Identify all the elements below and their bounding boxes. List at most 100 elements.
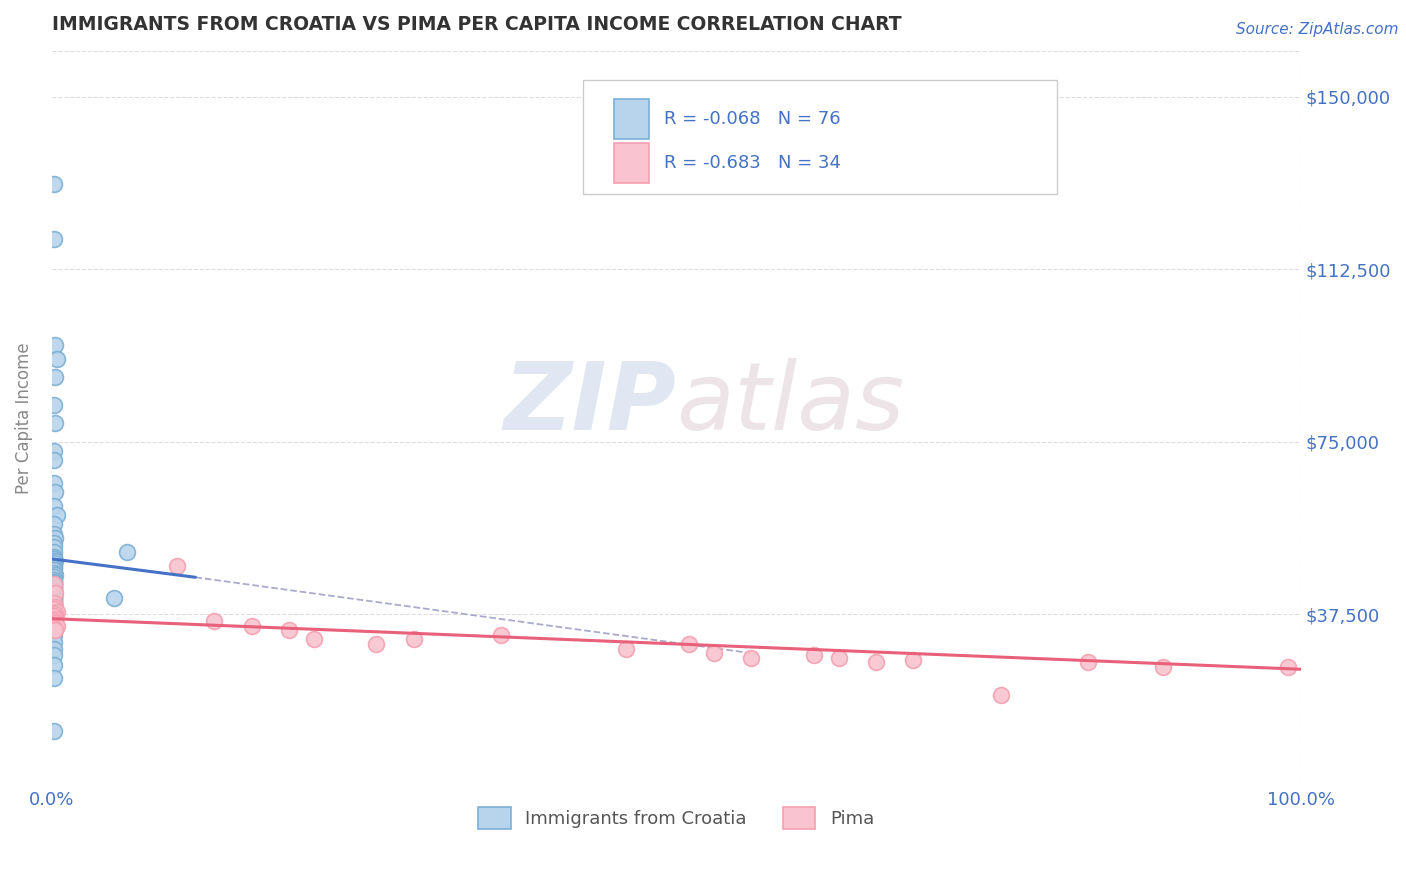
Point (44, 541, 66, 555)
Point (44, 623, 66, 637)
Text: IMMIGRANTS FROM CROATIA VS PIMA PER CAPITA INCOME CORRELATION CHART: IMMIGRANTS FROM CROATIA VS PIMA PER CAPI… (52, 15, 901, 34)
Point (44, 600, 66, 615)
Point (44, 558, 66, 573)
Point (44, 568, 66, 582)
Point (1152, 660, 1174, 674)
Point (827, 650, 849, 665)
Point (44, 566, 66, 580)
Point (44, 607, 66, 621)
Point (44, 589, 66, 603)
Point (44, 621, 66, 635)
Point (44, 417, 66, 431)
FancyBboxPatch shape (614, 99, 648, 139)
Point (44, 672, 66, 686)
Point (44, 485, 66, 500)
Point (44, 607, 66, 621)
Y-axis label: Per Capita Income: Per Capita Income (15, 343, 32, 494)
Point (44, 370, 66, 384)
Point (240, 618, 263, 632)
Point (44, 593, 66, 607)
Point (803, 648, 825, 663)
Point (44, 579, 66, 593)
Point (44, 232, 66, 246)
Point (44, 621, 66, 635)
Point (44, 599, 66, 614)
Point (366, 637, 388, 651)
Point (44, 585, 66, 599)
Point (44, 557, 66, 571)
Text: R = -0.068   N = 76: R = -0.068 N = 76 (664, 110, 841, 128)
Point (44, 453, 66, 467)
Point (44, 582, 66, 597)
Point (44, 576, 66, 591)
Point (45, 351, 67, 366)
Point (44, 598, 66, 612)
Point (44, 648, 66, 663)
Point (202, 614, 225, 628)
Point (44, 724, 66, 739)
Text: atlas: atlas (676, 359, 904, 450)
FancyBboxPatch shape (582, 80, 1057, 194)
Point (44, 338, 66, 352)
Legend: Immigrants from Croatia, Pima: Immigrants from Croatia, Pima (471, 800, 882, 837)
Point (44, 554, 66, 568)
Point (115, 545, 138, 559)
Point (44, 618, 66, 632)
Point (44, 177, 66, 191)
Point (44, 614, 66, 628)
Point (44, 657, 66, 672)
Point (44, 628, 66, 642)
Text: R = -0.683   N = 34: R = -0.683 N = 34 (664, 153, 841, 171)
Point (44, 597, 66, 611)
Point (278, 623, 301, 637)
Point (678, 637, 700, 651)
Point (45, 605, 67, 619)
Point (45, 618, 67, 632)
Point (703, 646, 725, 660)
Point (44, 499, 66, 513)
Point (44, 476, 66, 491)
Point (44, 584, 66, 599)
Point (44, 549, 66, 564)
Point (44, 641, 66, 656)
Point (44, 594, 66, 608)
Point (44, 601, 66, 615)
Point (44, 582, 66, 596)
Point (103, 591, 125, 605)
Text: Source: ZipAtlas.com: Source: ZipAtlas.com (1236, 22, 1399, 37)
Point (44, 531, 66, 545)
Point (44, 577, 66, 591)
Point (44, 623, 66, 637)
Point (44, 578, 66, 592)
Point (44, 563, 66, 577)
Point (614, 641, 637, 656)
Point (44, 606, 66, 620)
Point (166, 558, 188, 573)
Point (44, 574, 66, 588)
Point (990, 688, 1012, 702)
Point (44, 609, 66, 624)
Point (44, 561, 66, 575)
Point (865, 656, 887, 670)
Point (44, 517, 66, 532)
Point (44, 600, 66, 615)
Point (44, 536, 66, 550)
Text: ZIP: ZIP (503, 358, 676, 450)
Point (44, 587, 66, 601)
Point (44, 552, 66, 566)
Point (45, 508, 67, 523)
Point (44, 545, 66, 559)
Point (44, 526, 66, 541)
Point (44, 596, 66, 610)
Point (44, 577, 66, 591)
Point (44, 591, 66, 606)
Point (44, 604, 66, 618)
Point (44, 605, 66, 619)
Point (44, 634, 66, 648)
Point (44, 609, 66, 624)
Point (44, 602, 66, 616)
Point (44, 581, 66, 595)
Point (491, 628, 513, 642)
Point (44, 573, 66, 587)
Point (44, 590, 66, 604)
